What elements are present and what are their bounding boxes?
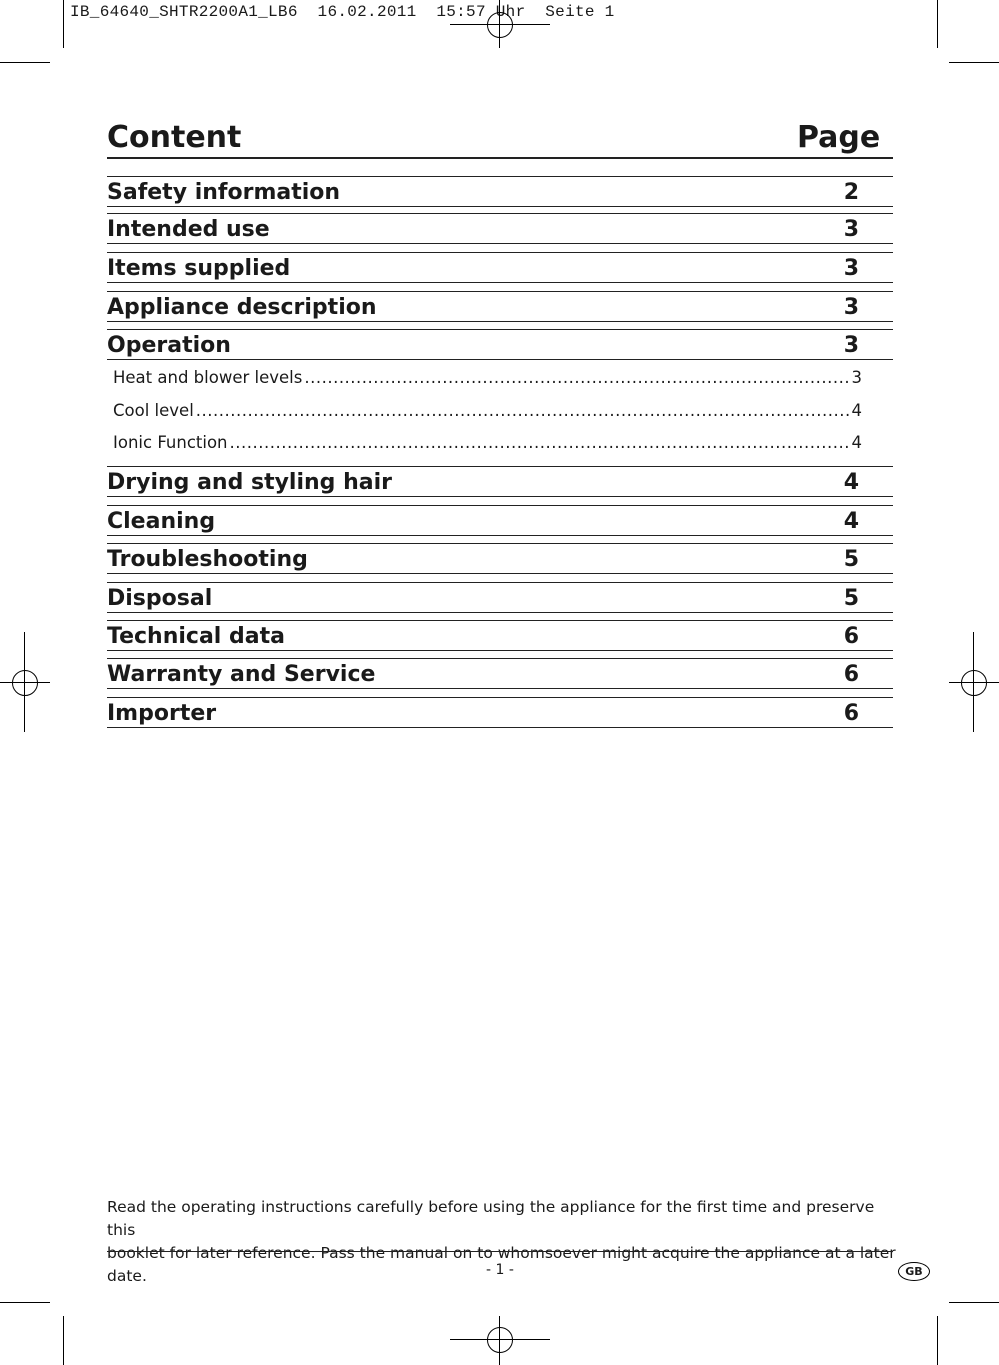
note-line-2: booklet for later reference. Pass the ma… xyxy=(107,1244,896,1285)
subsection-page: 4 xyxy=(851,433,863,452)
section-page: 6 xyxy=(843,700,859,726)
toc-section[interactable]: Technical data 6 xyxy=(107,621,859,651)
section-page: 3 xyxy=(843,216,859,242)
subsection-title: Cool level xyxy=(113,401,194,420)
row-rule xyxy=(107,282,893,283)
row-rule xyxy=(107,582,893,583)
page-number: - 1 - xyxy=(486,1262,514,1278)
toc-subsection[interactable]: Cool level 4 xyxy=(113,401,862,420)
content-heading: Content xyxy=(107,120,242,155)
section-page: 5 xyxy=(843,546,859,572)
row-rule xyxy=(107,291,893,292)
section-page: 4 xyxy=(843,469,859,495)
toc-section[interactable]: Troubleshooting 5 xyxy=(107,544,859,574)
subsection-title: Ionic Function xyxy=(113,433,228,452)
row-rule xyxy=(107,543,893,544)
subsection-page: 4 xyxy=(851,401,863,420)
row-rule xyxy=(107,243,893,244)
section-title: Drying and styling hair xyxy=(107,469,392,495)
section-page: 6 xyxy=(843,661,859,687)
section-page: 3 xyxy=(843,294,859,320)
row-rule xyxy=(107,573,893,574)
dot-leader xyxy=(304,368,849,387)
footer-rule xyxy=(107,1251,893,1252)
dot-leader xyxy=(196,401,850,420)
section-title: Items supplied xyxy=(107,255,291,281)
row-rule xyxy=(107,505,893,506)
section-page: 4 xyxy=(843,508,859,534)
note-line-1: Read the operating instructions carefull… xyxy=(107,1198,875,1239)
toc-section[interactable]: Cleaning 4 xyxy=(107,506,859,536)
section-page: 2 xyxy=(843,179,859,205)
toc-subsection[interactable]: Ionic Function 4 xyxy=(113,433,862,452)
section-title: Intended use xyxy=(107,216,270,242)
row-rule xyxy=(107,658,893,659)
section-page: 6 xyxy=(843,623,859,649)
row-rule xyxy=(107,329,893,330)
row-rule xyxy=(107,321,893,322)
section-title: Technical data xyxy=(107,623,285,649)
dot-leader xyxy=(230,433,850,452)
row-rule xyxy=(107,206,893,207)
toc-section[interactable]: Appliance description 3 xyxy=(107,292,859,322)
toc-section[interactable]: Drying and styling hair 4 xyxy=(107,467,859,497)
print-header: IB_64640_SHTR2200A1_LB6 16.02.2011 15:57… xyxy=(70,3,615,21)
toc-section[interactable]: Items supplied 3 xyxy=(107,253,859,283)
row-rule xyxy=(107,697,893,698)
section-title: Troubleshooting xyxy=(107,546,308,572)
row-rule xyxy=(107,535,893,536)
toc-section[interactable]: Importer 6 xyxy=(107,698,859,728)
subsection-page: 3 xyxy=(851,368,863,387)
section-page: 3 xyxy=(843,332,859,358)
instructions-note: Read the operating instructions carefull… xyxy=(107,1196,897,1288)
heading-rule xyxy=(107,157,893,159)
section-title: Importer xyxy=(107,700,217,726)
subsection-title: Heat and blower levels xyxy=(113,368,303,387)
toc-section[interactable]: Disposal 5 xyxy=(107,583,859,613)
toc-section[interactable]: Operation 3 xyxy=(107,330,859,360)
page-heading: Page xyxy=(797,120,881,155)
section-title: Safety information xyxy=(107,179,341,205)
row-rule xyxy=(107,620,893,621)
row-rule xyxy=(107,213,893,214)
section-page: 5 xyxy=(843,585,859,611)
toc-section[interactable]: Safety information 2 xyxy=(107,177,859,207)
toc-section[interactable]: Warranty and Service 6 xyxy=(107,659,859,689)
row-rule xyxy=(107,650,893,651)
section-page: 3 xyxy=(843,255,859,281)
toc-section[interactable]: Intended use 3 xyxy=(107,214,859,244)
row-rule xyxy=(107,176,893,177)
row-rule xyxy=(107,727,893,728)
language-badge: GB xyxy=(898,1262,930,1281)
row-rule xyxy=(107,466,893,467)
section-title: Cleaning xyxy=(107,508,216,534)
row-rule xyxy=(107,496,893,497)
section-title: Warranty and Service xyxy=(107,661,376,687)
section-title: Operation xyxy=(107,332,231,358)
section-title: Disposal xyxy=(107,585,213,611)
row-rule xyxy=(107,612,893,613)
row-rule xyxy=(107,688,893,689)
toc-subsection[interactable]: Heat and blower levels 3 xyxy=(113,368,862,387)
row-rule xyxy=(107,252,893,253)
section-title: Appliance description xyxy=(107,294,377,320)
row-rule xyxy=(107,359,893,360)
